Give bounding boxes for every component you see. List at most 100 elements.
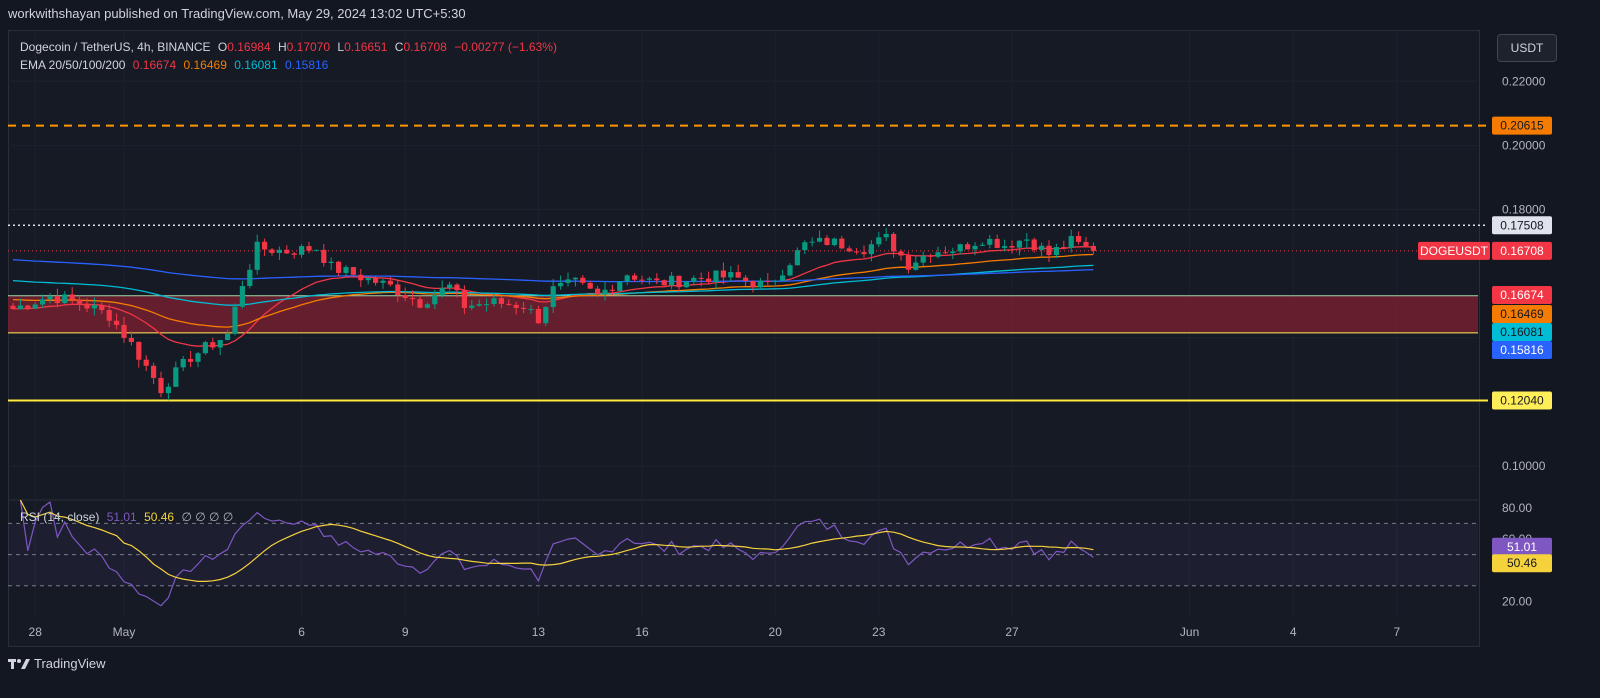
- candle-body: [365, 277, 371, 281]
- candle-body: [225, 333, 231, 341]
- candle-body: [1068, 236, 1074, 248]
- candle-body: [1009, 246, 1015, 248]
- rsi-ma-line: [19, 499, 1094, 583]
- symbol-tag-bg: [1418, 241, 1490, 260]
- candles: [10, 228, 1096, 401]
- currency-button[interactable]: USDT: [1497, 34, 1557, 62]
- candle-body: [498, 298, 504, 304]
- candle-body: [328, 261, 334, 263]
- candle-body: [1039, 245, 1045, 251]
- candle-body: [1076, 236, 1082, 242]
- candle-body: [928, 255, 934, 257]
- candle-body: [558, 282, 564, 287]
- candle-body: [580, 277, 586, 283]
- candle-body: [683, 281, 689, 288]
- candle-body: [994, 238, 1000, 248]
- candle-body: [447, 284, 453, 289]
- open-value: 0.16984: [227, 40, 271, 54]
- low-value: 0.16651: [344, 40, 388, 54]
- candle-body: [10, 305, 16, 309]
- symbol-legend: Dogecoin / TetherUS, 4h, BINANCE O0.1698…: [20, 40, 561, 54]
- time-tick-label: Jun: [1180, 625, 1199, 639]
- ema-tag-1: 0.16674: [1500, 288, 1544, 302]
- candle-body: [321, 249, 327, 263]
- candle-body: [942, 252, 948, 254]
- level-lines: [8, 124, 1488, 402]
- candle-body: [262, 241, 268, 250]
- symbol-tag: DOGEUSDT: [1420, 244, 1489, 258]
- rsi-ma-tag: 50.46: [1507, 556, 1537, 570]
- candle-body: [1031, 239, 1037, 251]
- candle-body: [25, 305, 31, 309]
- candle-body: [513, 304, 519, 308]
- rsi-label[interactable]: RSI (14, close): [20, 510, 100, 524]
- last-price-tag-bg: [1492, 241, 1552, 260]
- candle-body: [158, 377, 164, 394]
- candle-body: [735, 272, 741, 278]
- candle-body: [676, 275, 682, 288]
- ema-tag-1-bg: [1492, 286, 1552, 304]
- candle-body: [232, 306, 238, 334]
- ema-tag-3: 0.16081: [1500, 325, 1544, 339]
- ema200-line: [12, 259, 1094, 283]
- candle-body: [898, 251, 904, 256]
- change-value: −0.00277 (−1.63%): [454, 40, 557, 54]
- recent-high-price-tag: 0.17508: [1500, 218, 1544, 232]
- candle-body: [535, 308, 541, 324]
- candle-body: [387, 280, 393, 285]
- candle-body: [979, 244, 985, 246]
- candle-body: [743, 277, 749, 282]
- candle-body: [787, 265, 793, 276]
- candle-body: [202, 342, 208, 354]
- candle-body: [972, 245, 978, 250]
- candle-body: [380, 280, 386, 283]
- candle-body: [987, 238, 993, 245]
- candle-body: [299, 246, 305, 255]
- candle-body: [373, 277, 379, 283]
- chart-frame[interactable]: [8, 30, 1480, 647]
- time-tick-label: 27: [1005, 625, 1019, 639]
- candle-body: [84, 303, 90, 309]
- candle-body: [1046, 245, 1052, 256]
- resistance-price-tag: 0.20615: [1500, 119, 1544, 133]
- candle-body: [765, 280, 771, 282]
- time-tick-label: 16: [635, 625, 649, 639]
- ema200-value: 0.15816: [284, 58, 329, 72]
- candle-body: [121, 324, 127, 338]
- candle-body: [905, 255, 911, 270]
- time-tick-label: 13: [532, 625, 546, 639]
- candle-body: [587, 282, 593, 289]
- time-tick-label: 23: [872, 625, 886, 639]
- candle-body: [654, 278, 660, 281]
- candle-body: [624, 275, 630, 282]
- candle-body: [114, 320, 120, 325]
- candle-body: [77, 299, 83, 304]
- candle-body: [143, 359, 149, 366]
- rsi-empty-values: ∅ ∅ ∅ ∅: [181, 510, 234, 524]
- rsi-legend: RSI (14, close) 51.01 50.46 ∅ ∅ ∅ ∅: [20, 510, 237, 524]
- high-value: 0.17070: [286, 40, 331, 54]
- candle-body: [1061, 247, 1067, 249]
- candle-body: [410, 297, 416, 300]
- candle-body: [62, 294, 68, 304]
- candle-body: [439, 288, 445, 296]
- candle-body: [891, 233, 897, 252]
- candle-body: [276, 249, 282, 254]
- symbol-name[interactable]: Dogecoin / TetherUS, 4h, BINANCE: [20, 40, 211, 54]
- ema50-value: 0.16469: [183, 58, 227, 72]
- price-tick-label: 0.22000: [1502, 74, 1546, 88]
- candle-body: [617, 281, 623, 291]
- ema-label[interactable]: EMA 20/50/100/200: [20, 58, 126, 72]
- candle-body: [935, 252, 941, 257]
- close-label: C: [394, 40, 404, 54]
- candle-body: [757, 280, 763, 288]
- rsi-tick-label: 80.00: [1502, 501, 1532, 515]
- candle-body: [831, 238, 837, 246]
- candle-body: [454, 284, 460, 291]
- time-axis: 28 May 6 9 13 16 20 23 27 Jun 4 7: [29, 625, 1401, 639]
- time-tick-label: 20: [769, 625, 783, 639]
- candle-body: [491, 298, 497, 305]
- publisher-header: workwithshayan published on TradingView.…: [8, 6, 466, 21]
